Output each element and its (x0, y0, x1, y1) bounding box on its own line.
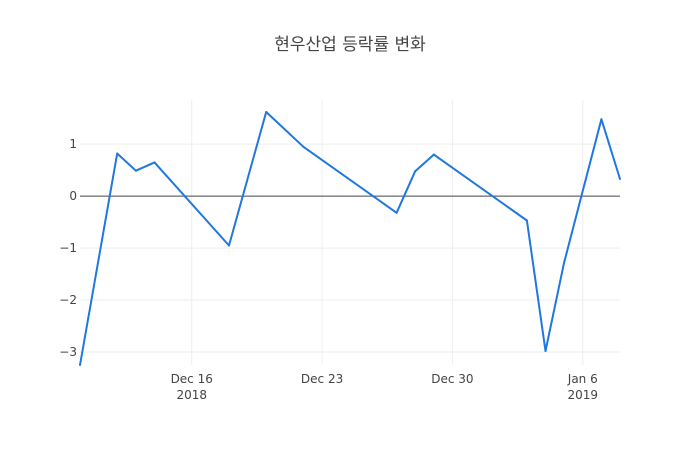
series-layer (79, 110, 621, 366)
data-point (153, 161, 156, 164)
data-point (600, 118, 603, 121)
data-point (227, 244, 230, 247)
data-point (619, 177, 621, 180)
y-tick-label: −2 (59, 293, 77, 307)
chart-title: 현우산업 등락률 변화 (274, 35, 426, 55)
data-point (116, 152, 119, 155)
data-point (563, 261, 566, 264)
data-point (395, 211, 398, 214)
data-point (432, 153, 435, 156)
x-tick-year-label: 2019 (567, 388, 598, 402)
data-point (544, 349, 547, 352)
x-tick-label: Dec 23 (301, 372, 343, 386)
data-point (302, 145, 305, 148)
x-tick-label: Dec 30 (431, 372, 473, 386)
y-tick-label: −3 (59, 345, 77, 359)
data-point (134, 169, 137, 172)
x-tick-year-label: 2018 (176, 388, 207, 402)
x-axis-tick-labels: Dec 16 2018 Dec 23 Dec 30 Jan 6 2019 (171, 372, 598, 402)
data-point (79, 364, 81, 366)
y-tick-label: 1 (69, 137, 77, 151)
y-axis-tick-labels: 1 0 −1 −2 −3 (59, 137, 77, 359)
x-tick-label: Dec 16 (171, 372, 213, 386)
data-point (414, 170, 417, 173)
y-tick-label: 0 (69, 189, 77, 203)
data-point (525, 219, 528, 222)
data-point (265, 110, 268, 113)
x-tick-label: Jan 6 (567, 372, 598, 386)
y-tick-label: −1 (59, 241, 77, 255)
